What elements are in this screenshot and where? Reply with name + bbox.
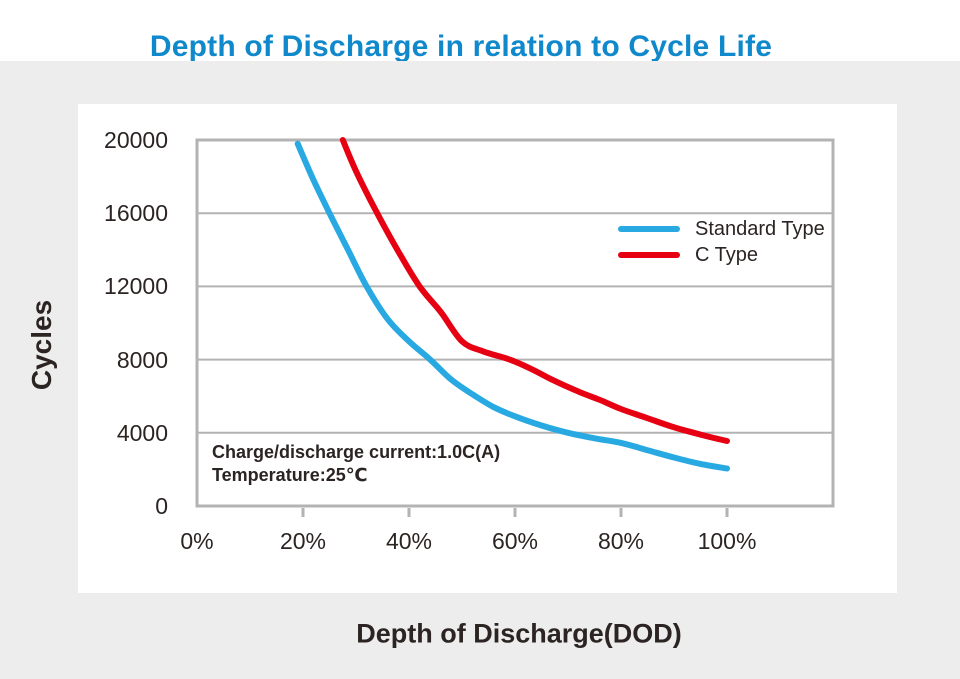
- x-axis-title: Depth of Discharge(DOD): [356, 618, 682, 649]
- legend-row: Standard Type: [618, 216, 825, 242]
- chart-title: Depth of Discharge in relation to Cycle …: [149, 30, 773, 64]
- chart-panel: 0 4000 8000 12000 16000 20000 0% 20% 40% 60% 80% 10…: [78, 104, 897, 593]
- legend-row: C Type: [618, 242, 825, 268]
- y-axis-title: Cycles: [26, 299, 57, 391]
- chart-canvas: [195, 137, 835, 517]
- y-tick-label: 12000: [104, 273, 168, 300]
- y-tick-label: 20000: [104, 127, 168, 153]
- x-tick-label: 100%: [697, 528, 757, 554]
- x-tick-label: 60%: [491, 528, 539, 554]
- legend-label: C Type: [695, 243, 758, 266]
- annotation-line-temperature: Temperature:25℃: [212, 465, 368, 485]
- annotation-line-current: Charge/discharge current:1.0C(A): [212, 442, 501, 462]
- legend: Standard Type C Type: [618, 216, 825, 268]
- y-tick-label: 16000: [104, 200, 168, 227]
- y-tick-label: 4000: [116, 419, 168, 446]
- series-line-standard-type: [294, 140, 730, 472]
- plot-border: [195, 138, 835, 508]
- legend-swatch-c-type: [618, 252, 680, 258]
- x-tick-label: 40%: [385, 528, 433, 554]
- x-tick-label: 80%: [597, 528, 645, 554]
- x-tick-label: 0%: [180, 528, 214, 554]
- y-tick-label: 8000: [116, 346, 168, 373]
- legend-swatch-standard-type: [618, 226, 680, 232]
- series-line-c-type: [339, 137, 730, 444]
- y-tick-label: 0: [155, 493, 168, 519]
- legend-label: Standard Type: [695, 217, 825, 240]
- x-tick-label: 20%: [279, 528, 327, 554]
- chart-annotation: Charge/discharge current:1.0C(A) Tempera…: [212, 441, 500, 487]
